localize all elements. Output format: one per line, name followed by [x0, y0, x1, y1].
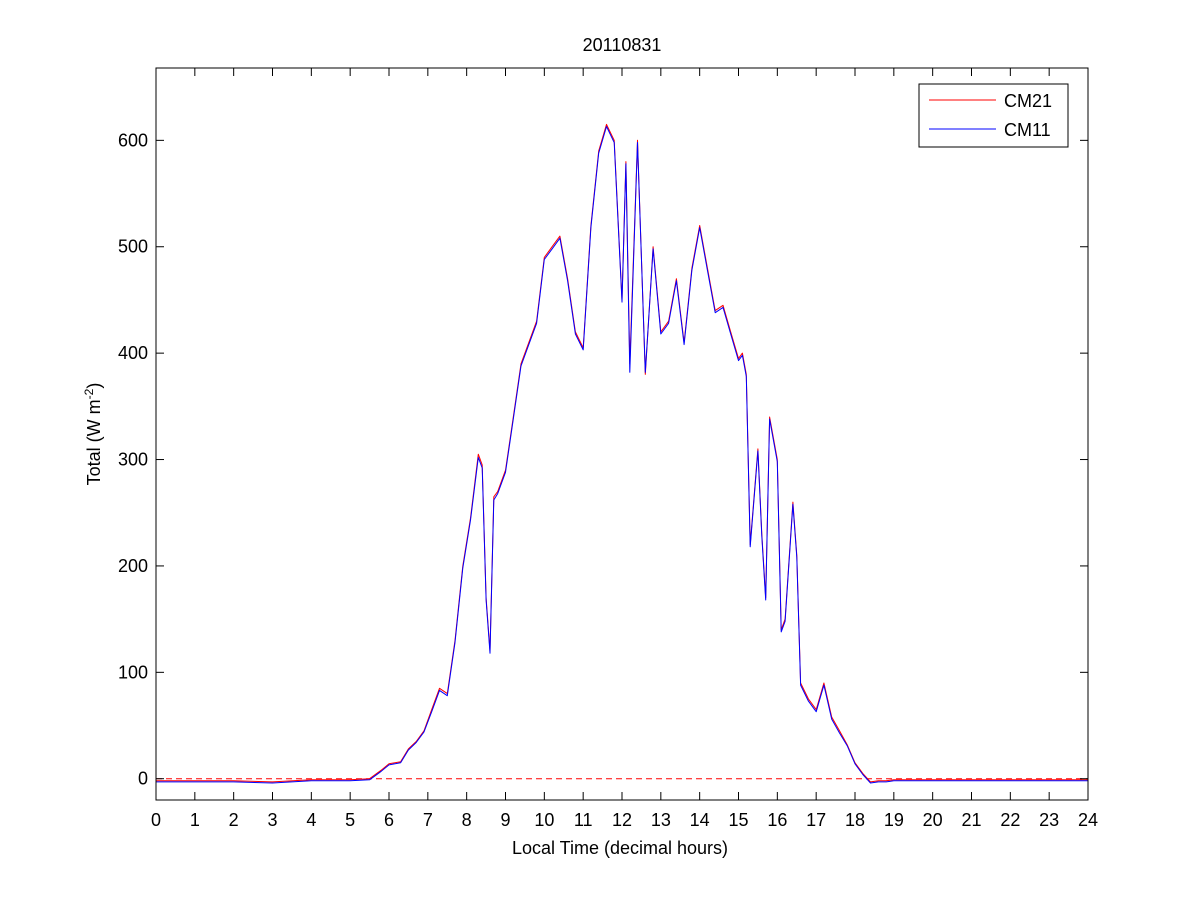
x-tick-label: 15: [728, 810, 748, 830]
x-tick-label: 20: [923, 810, 943, 830]
series-layer: [156, 123, 1088, 784]
y-axis-label: Total (W m-2): [82, 383, 104, 486]
legend-label-cm21: CM21: [1004, 91, 1052, 111]
y-axis-label-prefix: Total (W m: [84, 399, 104, 485]
x-tick-label: 12: [612, 810, 632, 830]
x-tick-label: 9: [500, 810, 510, 830]
x-tick-label: 23: [1039, 810, 1059, 830]
x-tick-label: 1: [190, 810, 200, 830]
y-axis-label-suffix: ): [84, 383, 104, 389]
x-tick-label: 18: [845, 810, 865, 830]
x-tick-label: 11: [574, 810, 593, 830]
x-tick-label: 19: [884, 810, 904, 830]
y-tick-label: 600: [118, 130, 148, 150]
y-tick-label: 400: [118, 343, 148, 363]
y-axis: 0 100 200 300 400 500 600: [118, 130, 1088, 789]
x-tick-label: 21: [961, 810, 981, 830]
y-tick-label: 500: [118, 237, 148, 257]
x-tick-label: 4: [306, 810, 316, 830]
x-tick-label: 3: [267, 810, 277, 830]
chart-title: 20110831: [583, 35, 662, 55]
x-tick-label: 2: [229, 810, 239, 830]
x-axis: 0 1 2 3 4 5 6 7 8 9 10 11 12 13 14 15 16 17 18 19 20 21 22 23 24: [151, 68, 1098, 830]
legend: CM21 CM11: [918, 83, 1069, 148]
series-line-cm11: [156, 126, 1088, 784]
x-tick-label: 16: [767, 810, 787, 830]
x-tick-label: 0: [151, 810, 161, 830]
y-tick-label: 0: [138, 769, 148, 789]
x-tick-label: 22: [1000, 810, 1020, 830]
y-tick-label: 100: [118, 662, 148, 682]
x-tick-label: 17: [806, 810, 826, 830]
y-tick-label: 200: [118, 556, 148, 576]
x-tick-label: 7: [423, 810, 433, 830]
x-tick-label: 24: [1078, 810, 1098, 830]
x-tick-label: 6: [384, 810, 394, 830]
legend-box: [918, 83, 1069, 148]
plot-area: [156, 68, 1088, 800]
x-tick-label: 8: [462, 810, 472, 830]
x-tick-label: 10: [534, 810, 554, 830]
x-axis-label: Local Time (decimal hours): [512, 838, 728, 858]
x-tick-label: 13: [651, 810, 671, 830]
legend-label-cm11: CM11: [1004, 120, 1051, 140]
x-tick-label: 14: [690, 810, 710, 830]
x-tick-label: 5: [345, 810, 355, 830]
y-axis-label-superscript: -2: [82, 388, 96, 399]
y-tick-label: 300: [118, 450, 148, 470]
